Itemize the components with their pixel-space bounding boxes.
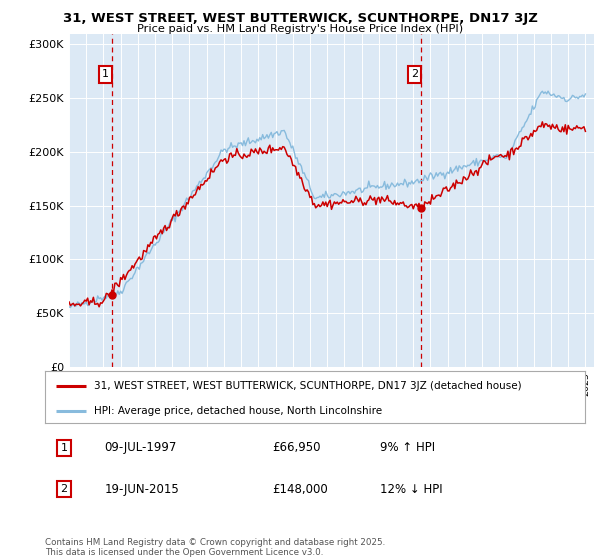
Text: £66,950: £66,950 — [272, 441, 320, 454]
Text: 1: 1 — [61, 443, 67, 452]
Text: 2: 2 — [411, 69, 418, 80]
Text: 2: 2 — [61, 484, 67, 494]
Text: 9% ↑ HPI: 9% ↑ HPI — [380, 441, 435, 454]
Text: Price paid vs. HM Land Registry's House Price Index (HPI): Price paid vs. HM Land Registry's House … — [137, 24, 463, 34]
Text: HPI: Average price, detached house, North Lincolnshire: HPI: Average price, detached house, Nort… — [94, 407, 382, 417]
Text: 12% ↓ HPI: 12% ↓ HPI — [380, 483, 442, 496]
Text: 19-JUN-2015: 19-JUN-2015 — [104, 483, 179, 496]
Text: 1: 1 — [102, 69, 109, 80]
Text: 09-JUL-1997: 09-JUL-1997 — [104, 441, 177, 454]
Text: Contains HM Land Registry data © Crown copyright and database right 2025.
This d: Contains HM Land Registry data © Crown c… — [45, 538, 385, 557]
Text: 31, WEST STREET, WEST BUTTERWICK, SCUNTHORPE, DN17 3JZ (detached house): 31, WEST STREET, WEST BUTTERWICK, SCUNTH… — [94, 381, 521, 391]
Text: £148,000: £148,000 — [272, 483, 328, 496]
Text: 31, WEST STREET, WEST BUTTERWICK, SCUNTHORPE, DN17 3JZ: 31, WEST STREET, WEST BUTTERWICK, SCUNTH… — [62, 12, 538, 25]
